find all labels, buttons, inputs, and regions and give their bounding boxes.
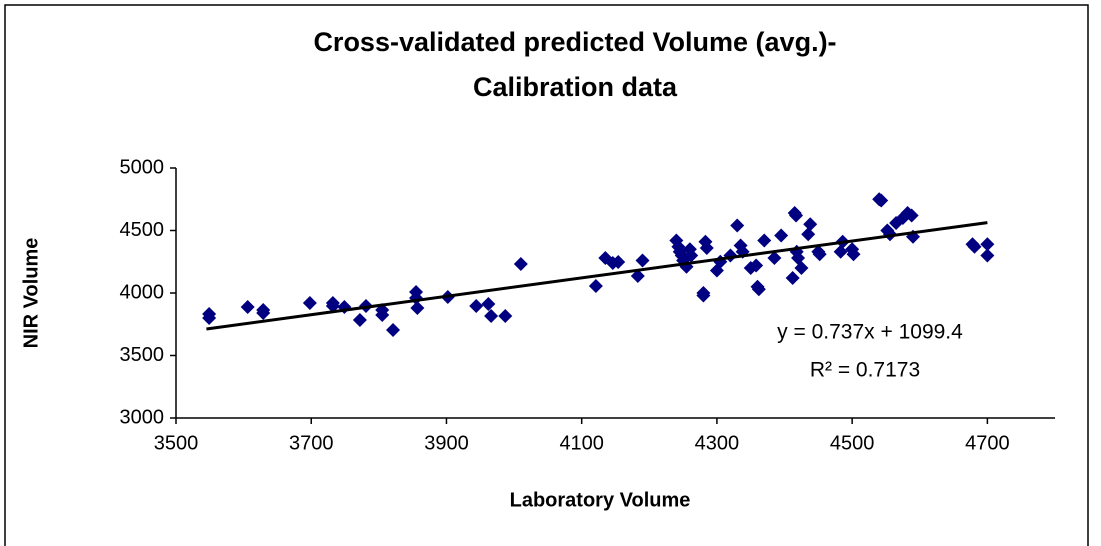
point [635, 253, 650, 268]
point [352, 313, 367, 327]
point [684, 248, 699, 263]
y-axis-label: NIR Volume [20, 238, 42, 349]
point [696, 288, 711, 303]
point [469, 299, 484, 313]
point [789, 208, 804, 223]
point [410, 301, 425, 315]
point [846, 247, 861, 262]
point [498, 309, 513, 323]
point [256, 303, 271, 317]
chart-border [4, 4, 1089, 546]
point [513, 257, 528, 271]
point [980, 248, 995, 263]
point [874, 193, 889, 208]
point [375, 308, 390, 322]
y-tick-label: 3500 [120, 344, 165, 366]
point [785, 271, 800, 285]
chart-subtitle: Calibration data [473, 72, 678, 102]
x-tick-label: 4100 [559, 432, 604, 454]
point [630, 269, 645, 283]
x-tick-label: 3900 [424, 432, 469, 454]
point [325, 299, 340, 313]
point [481, 297, 496, 311]
y-tick-label: 4000 [120, 281, 165, 303]
point [801, 227, 816, 242]
y-tick-label: 5000 [120, 156, 165, 178]
x-axis-label: Laboratory Volume [510, 489, 691, 511]
equation: y = 0.737x + 1099.4 [777, 321, 963, 344]
x-tick-label: 3500 [154, 432, 199, 454]
x-tick-label: 3700 [289, 432, 334, 454]
chart-title: Cross-validated predicted Volume (avg.)- [313, 27, 836, 57]
point [803, 217, 818, 232]
point [767, 251, 782, 265]
y-tick-label: 4500 [120, 219, 165, 241]
point [386, 323, 401, 337]
point [240, 300, 255, 314]
point [904, 208, 919, 223]
point [833, 244, 848, 259]
point [774, 228, 789, 243]
point [484, 309, 499, 323]
point [749, 258, 764, 273]
y-tick-label: 3000 [120, 406, 165, 428]
x-tick-label: 4300 [695, 432, 740, 454]
point [588, 279, 603, 293]
point [611, 255, 626, 269]
point [202, 307, 217, 321]
r-squared: R² = 0.7173 [810, 359, 920, 382]
point [980, 237, 995, 252]
point [967, 239, 982, 254]
x-tick-label: 4500 [830, 432, 875, 454]
trendline [206, 221, 988, 331]
point [757, 233, 772, 248]
point [751, 282, 766, 297]
point [794, 261, 809, 275]
point [699, 241, 714, 255]
point [302, 296, 317, 310]
point [812, 247, 827, 262]
point [730, 218, 745, 233]
x-tick-label: 4700 [965, 432, 1010, 454]
